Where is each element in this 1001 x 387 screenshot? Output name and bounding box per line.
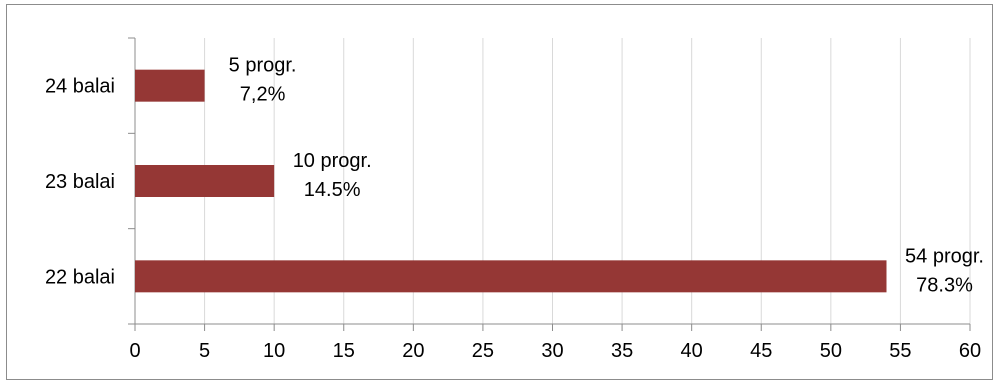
x-tick-label-20: 20	[402, 340, 424, 362]
data-label-22-balai-1: 78.3%	[916, 274, 973, 296]
category-label-23-balai: 23 balai	[45, 171, 115, 193]
bar-23-balai	[135, 165, 275, 197]
x-tick-label-30: 30	[541, 340, 563, 362]
x-tick-label-45: 45	[750, 340, 772, 362]
x-tick-label-15: 15	[333, 340, 355, 362]
data-label-23-balai-0: 10 progr.	[293, 150, 372, 172]
x-tick-label-25: 25	[472, 340, 494, 362]
category-label-22-balai: 22 balai	[45, 266, 115, 288]
data-label-24-balai-0: 5 progr.	[229, 55, 297, 77]
data-label-22-balai-0: 54 progr.	[905, 245, 984, 267]
x-tick-label-50: 50	[820, 340, 842, 362]
x-tick-label-0: 0	[129, 340, 140, 362]
data-label-24-balai-1: 7,2%	[240, 84, 286, 106]
category-label-24-balai: 24 balai	[45, 76, 115, 98]
x-tick-label-35: 35	[611, 340, 633, 362]
x-tick-label-55: 55	[889, 340, 911, 362]
bar-22-balai	[135, 260, 887, 293]
bar-24-balai	[135, 69, 205, 102]
data-label-23-balai-1: 14.5%	[304, 179, 361, 201]
x-tick-label-10: 10	[263, 340, 285, 362]
x-tick-label-60: 60	[959, 340, 981, 362]
x-tick-label-5: 5	[199, 340, 210, 362]
x-tick-label-40: 40	[681, 340, 703, 362]
